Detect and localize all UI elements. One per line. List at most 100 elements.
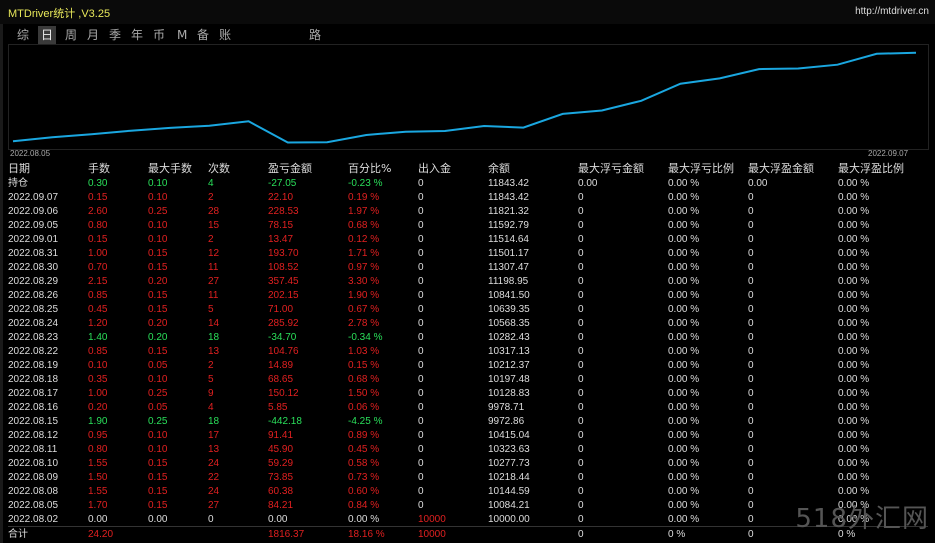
cell-mfpp: 0.00 % xyxy=(838,192,870,203)
cell-mflp: 0.00 % xyxy=(668,290,700,301)
tab-2[interactable]: 周 xyxy=(65,28,78,42)
cell-mflp: 0.00 % xyxy=(668,318,700,329)
cell-date: 2022.08.12 xyxy=(8,430,59,441)
table-row: 2022.08.30 0.70 0.15 11 108.52 0.97 % 0 11307.4… xyxy=(8,261,928,275)
cell-pct: -4.25 % xyxy=(348,416,383,427)
cell-pct: 0.84 % xyxy=(348,500,380,511)
table-row: 2022.08.29 2.15 0.20 27 357.45 3.30 % 0 11198.9… xyxy=(8,275,928,289)
col-header: 最大手数 xyxy=(148,162,192,175)
tab-3[interactable]: 月 xyxy=(87,28,100,42)
cell-pl: 108.52 xyxy=(268,262,299,273)
cell-mfpp: 0.00 % xyxy=(838,234,870,245)
cell-date: 2022.08.18 xyxy=(8,374,59,385)
cell-pl: 150.12 xyxy=(268,388,299,399)
cell-mfl: 0.00 xyxy=(578,178,598,189)
tab-7[interactable]: M xyxy=(177,28,188,42)
cell-bal: 11514.64 xyxy=(488,234,529,245)
cell-mflp: 0.00 % xyxy=(668,472,700,483)
cell-mfpp: 0.00 % xyxy=(838,262,870,273)
cell-pl: 71.00 xyxy=(268,304,294,315)
cell-count: 12 xyxy=(208,248,220,259)
cell-lots: 0.85 xyxy=(88,290,108,301)
cell-mflp: 0 % xyxy=(668,529,686,540)
cell-io: 0 xyxy=(418,206,424,217)
cell-bal: 11592.79 xyxy=(488,220,529,231)
cell-pct: -0.23 % xyxy=(348,178,383,189)
col-header: 最大浮盈金额 xyxy=(748,162,814,175)
window-title: MTDriver统计 ,V3.25 xyxy=(8,8,111,20)
cell-pct: 0.45 % xyxy=(348,444,380,455)
cell-mfp: 0 xyxy=(748,458,754,469)
watermark: 518外汇网 xyxy=(795,504,929,534)
cell-count: 4 xyxy=(208,178,214,189)
cell-mfpp: 0 % xyxy=(838,529,856,540)
cell-mfpp: 0.00 % xyxy=(838,472,870,483)
cell-max_lots: 0.15 xyxy=(148,458,168,469)
table-row: 2022.08.17 1.00 0.25 9 150.12 1.50 % 0 10128.83… xyxy=(8,387,928,401)
cell-io: 0 xyxy=(418,346,424,357)
cell-lots: 1.40 xyxy=(88,332,108,343)
cell-date: 2022.08.10 xyxy=(8,458,59,469)
cell-count: 4 xyxy=(208,402,214,413)
cell-bal: 11501.17 xyxy=(488,248,529,259)
cell-mfl: 0 xyxy=(578,388,584,399)
tab-1[interactable]: 日 xyxy=(38,26,57,44)
cell-mfl: 0 xyxy=(578,514,584,525)
tab-9[interactable]: 账户 xyxy=(219,28,232,60)
cell-max_lots: 0.10 xyxy=(148,374,168,385)
cell-bal: 10277.73 xyxy=(488,458,530,469)
cell-mfpp: 0.00 % xyxy=(838,332,870,343)
cell-bal: 10084.21 xyxy=(488,500,530,511)
cell-mfl: 0 xyxy=(578,430,584,441)
table-row: 2022.08.31 1.00 0.15 12 193.70 1.71 % 0 11501.1… xyxy=(8,247,928,261)
cell-count: 11 xyxy=(208,290,219,301)
cell-pl: 73.85 xyxy=(268,472,294,483)
cell-mfl: 0 xyxy=(578,234,584,245)
table-row: 2022.08.08 1.55 0.15 24 60.38 0.60 % 0 10144.59… xyxy=(8,485,928,499)
tab-10[interactable]: 路径 xyxy=(309,28,322,60)
cell-count: 28 xyxy=(208,206,220,217)
cell-mfl: 0 xyxy=(578,374,584,385)
cell-count: 2 xyxy=(208,192,214,203)
cell-count: 18 xyxy=(208,416,220,427)
tab-5[interactable]: 年 xyxy=(131,28,144,42)
cell-bal: 11307.47 xyxy=(488,262,529,273)
cell-mflp: 0.00 % xyxy=(668,430,700,441)
tab-6[interactable]: 币 xyxy=(153,28,166,42)
cell-mfpp: 0.00 % xyxy=(838,276,870,287)
cell-mfpp: 0.00 % xyxy=(838,486,870,497)
cell-io: 0 xyxy=(418,444,424,455)
cell-max_lots: 0.10 xyxy=(148,220,168,231)
cell-mfp: 0 xyxy=(748,304,754,315)
table-row: 2022.08.22 0.85 0.15 13 104.76 1.03 % 0 10317.1… xyxy=(8,345,928,359)
cell-mflp: 0.00 % xyxy=(668,444,700,455)
cell-pl: 104.76 xyxy=(268,346,299,357)
total-divider xyxy=(8,526,928,527)
table-row: 2022.08.24 1.20 0.20 14 285.92 2.78 % 0 10568.3… xyxy=(8,317,928,331)
cell-io: 0 xyxy=(418,290,424,301)
cell-lots: 0.10 xyxy=(88,360,108,371)
cell-bal: 10317.13 xyxy=(488,346,530,357)
chart-end-date: 2022.09.07 xyxy=(868,149,909,158)
cell-pct: 18.16 % xyxy=(348,529,385,540)
cell-pl: -442.18 xyxy=(268,416,302,427)
cell-max_lots: 0.20 xyxy=(148,318,168,329)
cell-mfpp: 0.00 % xyxy=(838,220,870,231)
cell-mflp: 0.00 % xyxy=(668,276,700,287)
cell-io: 10000 xyxy=(418,514,446,525)
cell-lots: 1.55 xyxy=(88,486,108,497)
cell-count: 13 xyxy=(208,346,220,357)
website-link[interactable]: http://mtdriver.cn xyxy=(855,6,929,17)
tab-0[interactable]: 综 xyxy=(17,28,30,42)
tab-4[interactable]: 季 xyxy=(109,28,122,42)
cell-lots: 0.95 xyxy=(88,430,108,441)
cell-max_lots: 0.15 xyxy=(148,472,168,483)
cell-mfp: 0 xyxy=(748,234,754,245)
table-row: 2022.08.18 0.35 0.10 5 68.65 0.68 % 0 10197.48 0… xyxy=(8,373,928,387)
table-row: 2022.08.12 0.95 0.10 17 91.41 0.89 % 0 10415.04… xyxy=(8,429,928,443)
table-row: 2022.08.05 1.70 0.15 27 84.21 0.84 % 0 10084.21… xyxy=(8,499,928,513)
tab-8[interactable]: 备 xyxy=(197,28,210,42)
cell-mfp: 0 xyxy=(748,430,754,441)
total-row: 合计 24.20 1816.37 18.16 % 10000 0 0 % 0 0 % xyxy=(8,528,928,542)
